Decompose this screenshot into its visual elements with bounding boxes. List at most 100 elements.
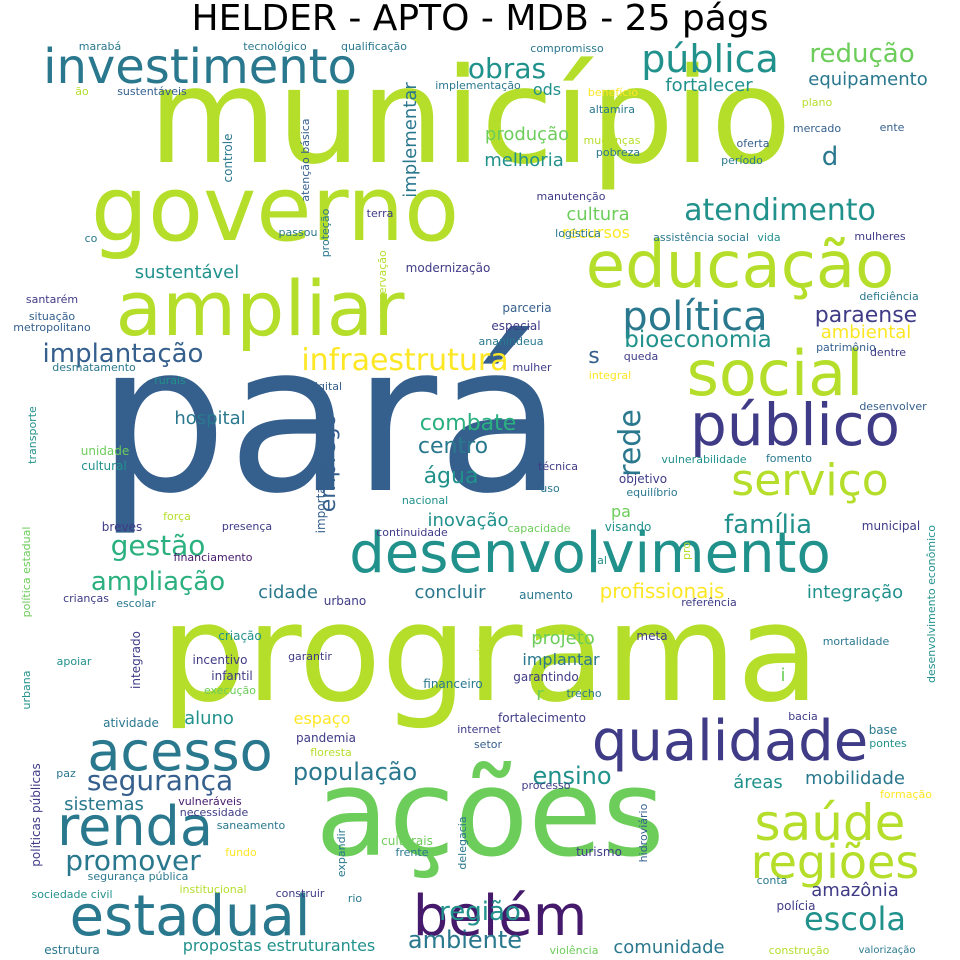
cloud-word: ananindeua: [479, 335, 544, 348]
cloud-word: meta: [636, 629, 667, 643]
cloud-word: pa: [611, 502, 631, 521]
cloud-word: desenvolver: [859, 400, 927, 413]
cloud-word: mulher: [512, 361, 551, 374]
cloud-word: mercado: [793, 122, 842, 135]
cloud-word: desenvolvimento econômico: [925, 525, 938, 683]
cloud-word: rio: [348, 892, 363, 905]
cloud-word: saúde: [755, 794, 906, 852]
cloud-word: ampliar: [116, 264, 406, 353]
cloud-word: d: [822, 142, 839, 172]
cloud-word: social: [687, 337, 864, 410]
cloud-word: paraense: [815, 303, 917, 328]
cloud-word: ods: [533, 80, 561, 99]
cloud-word: família: [724, 510, 812, 540]
cloud-word: profissionais: [600, 579, 725, 603]
cloud-word: ensino: [532, 762, 611, 790]
cloud-word: cultural: [81, 459, 126, 473]
cloud-word: infraestrutura: [301, 343, 508, 378]
cloud-word: floresta: [310, 746, 352, 759]
cloud-word: internet: [457, 723, 501, 736]
cloud-word: processo: [521, 779, 570, 792]
cloud-word: região: [439, 897, 521, 927]
cloud-word: estadual: [70, 884, 311, 949]
cloud-word: modernização: [406, 261, 491, 275]
cloud-word: infantil: [211, 669, 253, 683]
cloud-word: altamira: [589, 103, 635, 116]
cloud-word: crianças: [63, 592, 109, 605]
cloud-word: patrimônio: [816, 341, 876, 354]
cloud-word: apoiar: [57, 655, 92, 668]
cloud-word: especial: [491, 319, 540, 333]
cloud-word: incentivo: [192, 653, 247, 667]
cloud-word: regiões: [751, 835, 920, 889]
cloud-word: urbano: [324, 594, 366, 608]
cloud-word: breves: [102, 520, 142, 534]
cloud-word: vida: [757, 231, 780, 244]
cloud-word: educação: [586, 229, 895, 303]
cloud-word: sistemas: [64, 794, 144, 815]
cloud-word: promover: [65, 844, 201, 877]
cloud-word: pobreza: [596, 146, 640, 159]
cloud-word: áreas: [733, 772, 783, 793]
cloud-word: serviço: [731, 455, 888, 506]
cloud-word: turismo: [576, 845, 622, 859]
cloud-word: redução: [809, 39, 914, 69]
cloud-word: urbana: [20, 671, 33, 710]
cloud-word: município: [148, 40, 791, 194]
cloud-word: produção: [485, 124, 569, 145]
cloud-word: pro: [680, 542, 693, 560]
cloud-word: frente: [396, 846, 429, 859]
cloud-word: qualidade: [592, 709, 868, 774]
cloud-word: gestão: [111, 529, 206, 562]
cloud-word: ão: [75, 85, 89, 98]
cloud-word: i: [780, 665, 785, 686]
cloud-word: centro: [418, 434, 488, 459]
cloud-word: implementação: [435, 79, 521, 92]
cloud-word: pandemia: [296, 731, 356, 745]
cloud-word: qualificação: [341, 40, 407, 53]
cloud-word: propostas estruturantes: [183, 936, 376, 955]
cloud-word: aumento: [519, 588, 573, 602]
cloud-word: sociedade civil: [31, 888, 112, 901]
cloud-word: desenvolvimento: [349, 521, 831, 586]
cloud-word: culturais: [381, 834, 433, 848]
cloud-word: situação: [29, 310, 76, 323]
cloud-word: hospital: [174, 408, 245, 429]
cloud-word: segurança pública: [88, 870, 189, 883]
cloud-word: acesso: [87, 720, 272, 783]
cloud-word: digital: [308, 380, 342, 393]
cloud-word: pará: [97, 301, 563, 539]
cloud-word: polícia: [777, 899, 816, 913]
cloud-word: r: [536, 684, 544, 705]
cloud-word: compromisso: [530, 42, 604, 55]
cloud-word: plano: [802, 96, 833, 109]
cloud-word: atendimento: [684, 193, 876, 228]
cloud-word: construção: [769, 944, 830, 957]
cloud-word: cidade: [258, 582, 318, 603]
cloud-word: rede: [613, 409, 648, 477]
cloud-word: tecnológico: [243, 40, 307, 53]
cloud-word: violência: [550, 944, 599, 957]
cloud-word: conservação: [376, 250, 389, 320]
cloud-word: sustentável: [135, 262, 240, 283]
cloud-word: equilíbrio: [626, 486, 677, 499]
cloud-word: parceria: [502, 301, 551, 315]
cloud-word: proteção: [319, 208, 332, 257]
cloud-word: continuidade: [376, 526, 448, 539]
cloud-word: período: [721, 154, 763, 167]
cloud-word: público: [690, 391, 900, 459]
cloud-word: garantir: [288, 650, 332, 663]
cloud-word: criação: [218, 629, 262, 643]
cloud-word: capacidade: [507, 522, 570, 535]
cloud-word: integração: [807, 582, 903, 603]
cloud-word: sustentáveis: [117, 85, 187, 98]
cloud-word: amazônia: [811, 880, 899, 901]
cloud-word: mudanças: [584, 134, 641, 147]
cloud-word: integral: [589, 369, 631, 382]
cloud-word: ambiente: [408, 926, 522, 954]
cloud-word: implantação: [43, 339, 204, 369]
cloud-word: logística: [555, 227, 601, 240]
cloud-word: passou: [279, 226, 318, 239]
cloud-word: cultura: [566, 204, 629, 225]
cloud-word: paz: [56, 767, 76, 780]
